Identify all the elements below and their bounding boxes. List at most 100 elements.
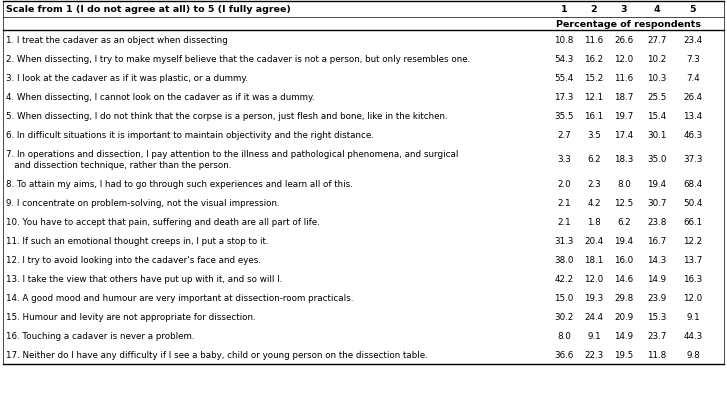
Text: 20.4: 20.4 [585, 236, 603, 245]
Text: 6. In difficult situations it is important to maintain objectivity and the right: 6. In difficult situations it is importa… [6, 131, 374, 139]
Text: 50.4: 50.4 [683, 198, 703, 207]
Text: 12.5: 12.5 [614, 198, 634, 207]
Text: 2. When dissecting, I try to make myself believe that the cadaver is not a perso: 2. When dissecting, I try to make myself… [6, 55, 470, 64]
Text: 16.2: 16.2 [585, 55, 603, 64]
Text: 3: 3 [621, 5, 627, 14]
Text: Scale from 1 (I do not agree at all) to 5 (I fully agree): Scale from 1 (I do not agree at all) to … [6, 5, 291, 14]
Text: 66.1: 66.1 [683, 218, 702, 227]
Text: 1: 1 [561, 5, 567, 14]
Text: 4.2: 4.2 [587, 198, 601, 207]
Text: 17.3: 17.3 [554, 93, 574, 102]
Text: 12. I try to avoid looking into the cadaver's face and eyes.: 12. I try to avoid looking into the cada… [6, 255, 261, 264]
Text: 46.3: 46.3 [683, 131, 702, 139]
Text: 16. Touching a cadaver is never a problem.: 16. Touching a cadaver is never a proble… [6, 331, 195, 340]
Text: 14.3: 14.3 [647, 255, 667, 264]
Text: 55.4: 55.4 [554, 74, 574, 83]
Text: 17. Neither do I have any difficulty if I see a baby, child or young person on t: 17. Neither do I have any difficulty if … [6, 350, 427, 359]
Text: 23.7: 23.7 [647, 331, 667, 340]
Text: 24.4: 24.4 [585, 312, 603, 321]
Text: 10.3: 10.3 [647, 74, 667, 83]
Text: 3.3: 3.3 [557, 155, 571, 164]
Text: 16.7: 16.7 [647, 236, 667, 245]
Text: 15.4: 15.4 [647, 112, 667, 121]
Text: 35.0: 35.0 [647, 155, 667, 164]
Text: 9. I concentrate on problem-solving, not the visual impression.: 9. I concentrate on problem-solving, not… [6, 198, 280, 207]
Text: 22.3: 22.3 [585, 350, 603, 359]
Text: 23.9: 23.9 [647, 293, 667, 302]
Text: 16.1: 16.1 [585, 112, 603, 121]
Text: 37.3: 37.3 [683, 155, 703, 164]
Text: 14. A good mood and humour are very important at dissection-room practicals.: 14. A good mood and humour are very impo… [6, 293, 353, 302]
Text: 4: 4 [654, 5, 660, 14]
Text: 9.1: 9.1 [686, 312, 700, 321]
Text: 19.5: 19.5 [614, 350, 634, 359]
Text: 9.1: 9.1 [587, 331, 601, 340]
Text: 6.2: 6.2 [587, 155, 601, 164]
Text: 11.6: 11.6 [585, 36, 603, 45]
Text: 13. I take the view that others have put up with it, and so will I.: 13. I take the view that others have put… [6, 274, 282, 283]
Text: 12.2: 12.2 [683, 236, 702, 245]
Text: 18.1: 18.1 [585, 255, 603, 264]
Text: 14.9: 14.9 [648, 274, 667, 283]
Text: 10. You have to accept that pain, suffering and death are all part of life.: 10. You have to accept that pain, suffer… [6, 218, 320, 227]
Text: 23.8: 23.8 [647, 218, 667, 227]
Text: 13.7: 13.7 [683, 255, 703, 264]
Text: 5: 5 [690, 5, 696, 14]
Text: 10.8: 10.8 [554, 36, 574, 45]
Text: 20.9: 20.9 [614, 312, 634, 321]
Text: 12.1: 12.1 [585, 93, 603, 102]
Text: 42.2: 42.2 [555, 274, 574, 283]
Text: 11.6: 11.6 [614, 74, 633, 83]
Text: 10.2: 10.2 [647, 55, 667, 64]
Text: 44.3: 44.3 [683, 331, 702, 340]
Text: 14.9: 14.9 [614, 331, 633, 340]
Text: 7. In operations and dissection, I pay attention to the illness and pathological: 7. In operations and dissection, I pay a… [6, 150, 459, 170]
Text: 16.3: 16.3 [683, 274, 702, 283]
Text: 1.8: 1.8 [587, 218, 601, 227]
Text: 19.7: 19.7 [614, 112, 634, 121]
Text: 1. I treat the cadaver as an object when dissecting: 1. I treat the cadaver as an object when… [6, 36, 228, 45]
Text: 31.3: 31.3 [554, 236, 574, 245]
Text: 27.7: 27.7 [647, 36, 667, 45]
Text: 4. When dissecting, I cannot look on the cadaver as if it was a dummy.: 4. When dissecting, I cannot look on the… [6, 93, 315, 102]
Text: 38.0: 38.0 [554, 255, 574, 264]
Text: 2.7: 2.7 [557, 131, 571, 139]
Text: 11.8: 11.8 [647, 350, 667, 359]
Text: 18.3: 18.3 [614, 155, 634, 164]
Text: 17.4: 17.4 [614, 131, 634, 139]
Text: 16.0: 16.0 [614, 255, 634, 264]
Text: 19.4: 19.4 [648, 180, 667, 189]
Text: 6.2: 6.2 [617, 218, 631, 227]
Text: 2.1: 2.1 [557, 198, 571, 207]
Text: 19.3: 19.3 [585, 293, 603, 302]
Text: 15. Humour and levity are not appropriate for dissection.: 15. Humour and levity are not appropriat… [6, 312, 256, 321]
Text: 2.0: 2.0 [557, 180, 571, 189]
Text: 15.0: 15.0 [554, 293, 574, 302]
Text: 68.4: 68.4 [683, 180, 702, 189]
Text: 54.3: 54.3 [554, 55, 574, 64]
Text: 18.7: 18.7 [614, 93, 634, 102]
Text: 23.4: 23.4 [683, 36, 702, 45]
Text: 2.1: 2.1 [557, 218, 571, 227]
Text: 14.6: 14.6 [614, 274, 633, 283]
Text: 5. When dissecting, I do not think that the corpse is a person, just flesh and b: 5. When dissecting, I do not think that … [6, 112, 448, 121]
Text: 30.7: 30.7 [647, 198, 667, 207]
Text: 8. To attain my aims, I had to go through such experiences and learn all of this: 8. To attain my aims, I had to go throug… [6, 180, 353, 189]
Text: 36.6: 36.6 [555, 350, 574, 359]
Text: 19.4: 19.4 [614, 236, 633, 245]
Text: 9.8: 9.8 [686, 350, 700, 359]
Text: 25.5: 25.5 [647, 93, 667, 102]
Text: 30.2: 30.2 [554, 312, 574, 321]
Text: 29.8: 29.8 [614, 293, 634, 302]
Text: 15.2: 15.2 [585, 74, 603, 83]
Text: 7.4: 7.4 [686, 74, 700, 83]
Text: 7.3: 7.3 [686, 55, 700, 64]
Text: 12.0: 12.0 [683, 293, 702, 302]
Text: 26.4: 26.4 [683, 93, 702, 102]
Text: 26.6: 26.6 [614, 36, 633, 45]
Text: 11. If such an emotional thought creeps in, I put a stop to it.: 11. If such an emotional thought creeps … [6, 236, 268, 245]
Text: 15.3: 15.3 [647, 312, 667, 321]
Text: 3.5: 3.5 [587, 131, 601, 139]
Text: 12.0: 12.0 [614, 55, 634, 64]
Text: 3. I look at the cadaver as if it was plastic, or a dummy.: 3. I look at the cadaver as if it was pl… [6, 74, 248, 83]
